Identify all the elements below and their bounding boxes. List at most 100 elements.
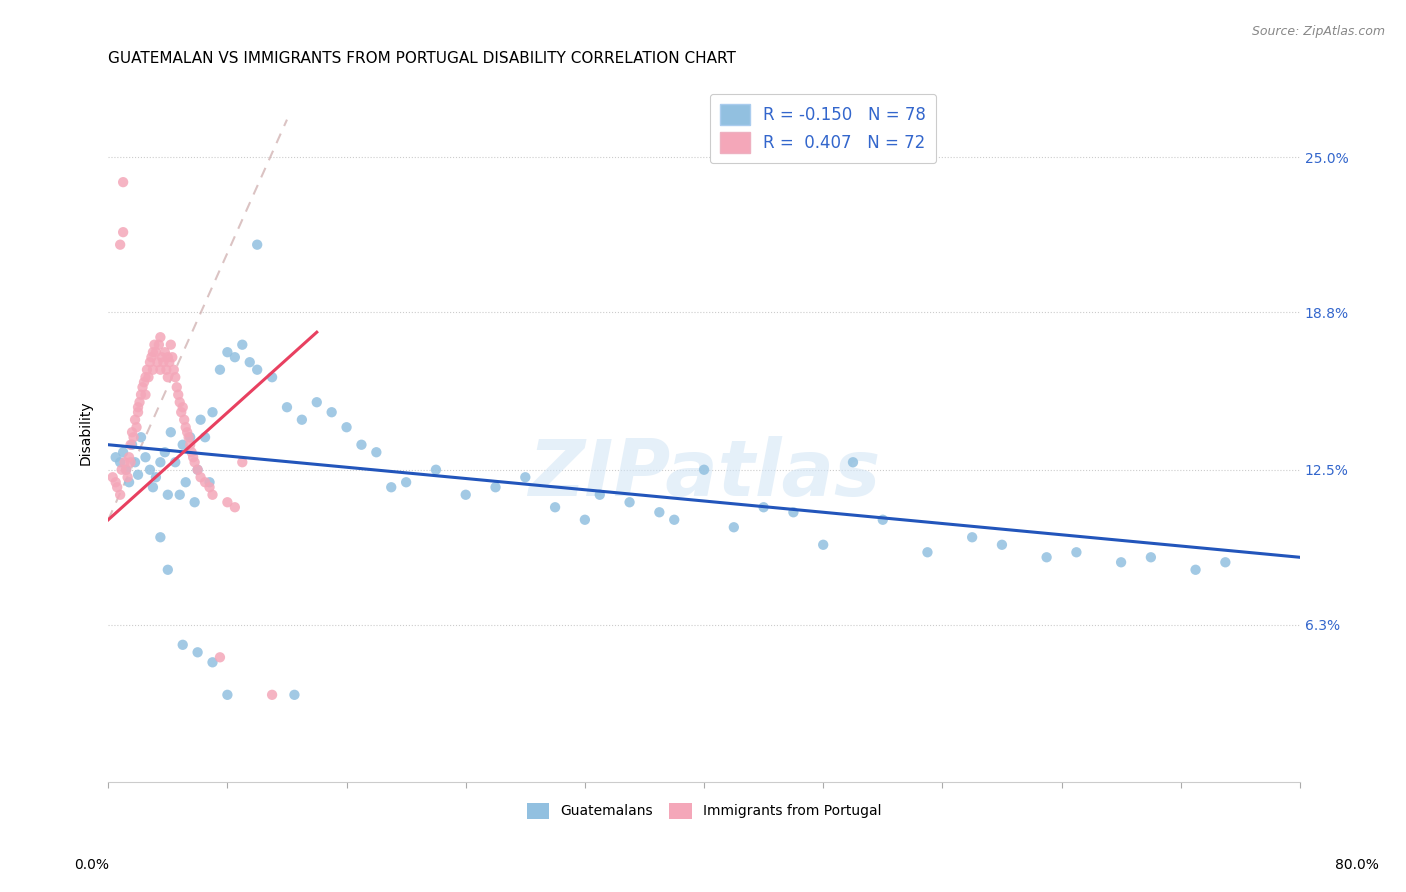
Text: Source: ZipAtlas.com: Source: ZipAtlas.com bbox=[1251, 25, 1385, 38]
Point bbox=[1184, 563, 1206, 577]
Point bbox=[156, 370, 179, 384]
Point bbox=[117, 470, 139, 484]
Point bbox=[224, 350, 246, 364]
Point bbox=[173, 413, 195, 427]
Point bbox=[544, 500, 567, 515]
Point bbox=[198, 475, 221, 490]
Point bbox=[283, 688, 305, 702]
Point bbox=[101, 470, 124, 484]
Point bbox=[111, 463, 134, 477]
Point bbox=[321, 405, 343, 419]
Point bbox=[180, 445, 202, 459]
Point bbox=[515, 470, 537, 484]
Point bbox=[128, 395, 150, 409]
Point bbox=[380, 480, 402, 494]
Point bbox=[127, 401, 149, 415]
Point bbox=[127, 467, 149, 482]
Point bbox=[170, 405, 193, 419]
Point bbox=[134, 450, 156, 465]
Point bbox=[231, 337, 253, 351]
Point bbox=[1109, 555, 1132, 569]
Point bbox=[183, 495, 205, 509]
Point bbox=[142, 345, 165, 359]
Point bbox=[664, 513, 686, 527]
Point bbox=[169, 488, 191, 502]
Point bbox=[752, 500, 775, 515]
Point bbox=[648, 505, 671, 519]
Point bbox=[159, 337, 181, 351]
Point bbox=[132, 375, 155, 389]
Point bbox=[129, 430, 152, 444]
Point bbox=[246, 237, 269, 252]
Point bbox=[141, 350, 163, 364]
Point bbox=[179, 438, 201, 452]
Point bbox=[194, 475, 217, 490]
Point bbox=[239, 355, 262, 369]
Point bbox=[138, 370, 160, 384]
Point bbox=[165, 455, 187, 469]
Point bbox=[1140, 550, 1163, 565]
Point bbox=[118, 450, 141, 465]
Point bbox=[217, 495, 239, 509]
Point bbox=[208, 650, 231, 665]
Point bbox=[224, 500, 246, 515]
Point bbox=[201, 488, 224, 502]
Point bbox=[425, 463, 447, 477]
Point bbox=[183, 455, 205, 469]
Point bbox=[146, 355, 169, 369]
Point bbox=[201, 655, 224, 669]
Point bbox=[122, 430, 145, 444]
Point bbox=[723, 520, 745, 534]
Point bbox=[305, 395, 328, 409]
Point bbox=[1035, 550, 1057, 565]
Point bbox=[125, 420, 148, 434]
Point bbox=[142, 362, 165, 376]
Point bbox=[619, 495, 641, 509]
Point bbox=[108, 455, 131, 469]
Point bbox=[159, 425, 181, 440]
Point bbox=[960, 530, 983, 544]
Point bbox=[246, 362, 269, 376]
Point bbox=[169, 395, 191, 409]
Point bbox=[129, 388, 152, 402]
Point bbox=[136, 362, 159, 376]
Point bbox=[366, 445, 388, 459]
Point bbox=[156, 488, 179, 502]
Point bbox=[112, 225, 135, 239]
Point bbox=[187, 463, 209, 477]
Point bbox=[842, 455, 865, 469]
Point bbox=[120, 455, 142, 469]
Point bbox=[139, 463, 162, 477]
Point bbox=[156, 350, 179, 364]
Point bbox=[395, 475, 418, 490]
Point bbox=[152, 355, 174, 369]
Point bbox=[153, 345, 176, 359]
Point bbox=[149, 362, 172, 376]
Point bbox=[127, 405, 149, 419]
Point bbox=[262, 688, 284, 702]
Point bbox=[291, 413, 314, 427]
Point bbox=[163, 362, 186, 376]
Point bbox=[172, 401, 194, 415]
Point bbox=[811, 538, 834, 552]
Point bbox=[181, 450, 204, 465]
Point bbox=[231, 455, 253, 469]
Point bbox=[104, 475, 127, 490]
Point bbox=[350, 438, 373, 452]
Point bbox=[149, 455, 172, 469]
Point bbox=[194, 430, 217, 444]
Point bbox=[1066, 545, 1088, 559]
Point bbox=[155, 362, 177, 376]
Point bbox=[115, 463, 138, 477]
Point bbox=[120, 438, 142, 452]
Point bbox=[872, 513, 894, 527]
Point bbox=[174, 475, 197, 490]
Legend: Guatemalans, Immigrants from Portugal: Guatemalans, Immigrants from Portugal bbox=[522, 797, 887, 824]
Point bbox=[108, 488, 131, 502]
Point bbox=[112, 175, 135, 189]
Point bbox=[150, 350, 173, 364]
Text: 80.0%: 80.0% bbox=[1334, 858, 1379, 872]
Point bbox=[208, 362, 231, 376]
Point bbox=[143, 337, 166, 351]
Point bbox=[693, 463, 716, 477]
